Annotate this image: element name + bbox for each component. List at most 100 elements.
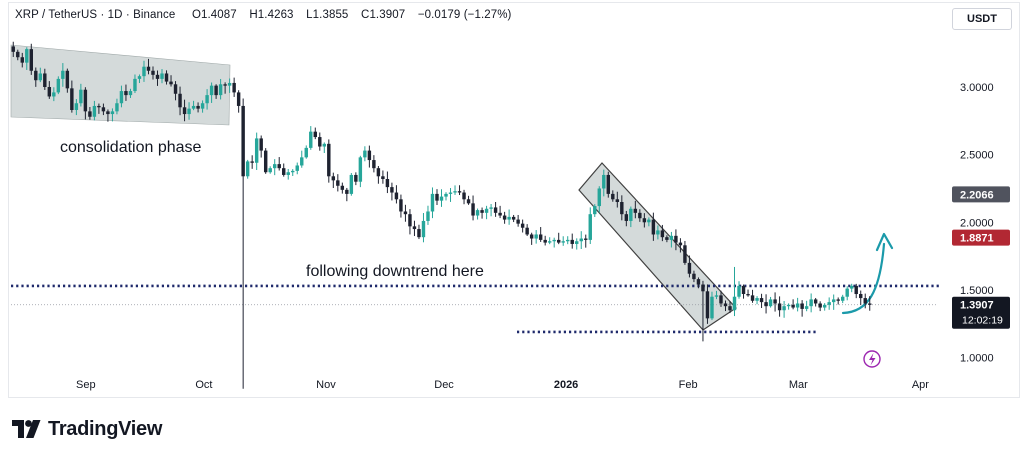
- candle-body[interactable]: [254, 138, 259, 163]
- candle-body[interactable]: [340, 185, 345, 190]
- candle-body[interactable]: [822, 304, 827, 308]
- candle-body[interactable]: [65, 70, 70, 89]
- up-arrow[interactable]: [841, 242, 886, 315]
- candle-body[interactable]: [363, 150, 367, 158]
- annotation-downtrend[interactable]: following downtrend here: [306, 263, 484, 280]
- tradingview-logo[interactable]: TradingView: [12, 416, 162, 442]
- candle-body[interactable]: [381, 176, 385, 180]
- currency-button[interactable]: USDT: [952, 8, 1012, 30]
- candle-body[interactable]: [818, 303, 822, 308]
- candle-body[interactable]: [845, 288, 849, 297]
- candle-body[interactable]: [372, 160, 376, 169]
- candle-body[interactable]: [421, 220, 426, 238]
- candle-body[interactable]: [809, 299, 813, 307]
- candle-body[interactable]: [647, 219, 651, 223]
- candle-body[interactable]: [529, 234, 534, 239]
- candle-body[interactable]: [498, 212, 502, 216]
- candle-body[interactable]: [850, 285, 854, 289]
- candle-body[interactable]: [525, 227, 529, 235]
- candle-body[interactable]: [155, 74, 160, 79]
- candle-body[interactable]: [232, 82, 236, 93]
- candle-body[interactable]: [651, 219, 656, 235]
- candle-body[interactable]: [327, 143, 331, 177]
- candle-body[interactable]: [448, 192, 453, 194]
- candle-body[interactable]: [462, 192, 466, 200]
- candle-body[interactable]: [214, 85, 218, 96]
- candle-body[interactable]: [615, 199, 620, 203]
- candle-body[interactable]: [349, 174, 354, 194]
- candle-body[interactable]: [836, 299, 840, 301]
- candle-body[interactable]: [245, 161, 250, 177]
- candle-body[interactable]: [502, 215, 507, 220]
- candle-body[interactable]: [300, 157, 304, 166]
- candle-body[interactable]: [674, 235, 678, 243]
- candle-body[interactable]: [309, 131, 313, 148]
- candle-body[interactable]: [173, 84, 178, 94]
- candle-body[interactable]: [750, 295, 755, 301]
- candle-body[interactable]: [119, 91, 124, 104]
- candle-body[interactable]: [430, 193, 435, 212]
- candle-body[interactable]: [466, 199, 471, 204]
- candle-body[interactable]: [101, 107, 106, 112]
- candle-body[interactable]: [272, 164, 277, 169]
- candle-body[interactable]: [151, 70, 155, 75]
- candle-body[interactable]: [480, 210, 484, 213]
- candle-body[interactable]: [259, 138, 263, 151]
- candle-body[interactable]: [804, 306, 809, 309]
- candle-body[interactable]: [782, 306, 786, 311]
- candle-body[interactable]: [710, 296, 714, 319]
- candle-body[interactable]: [426, 211, 430, 221]
- candle-body[interactable]: [561, 241, 565, 243]
- candle-body[interactable]: [277, 164, 281, 169]
- candle-body[interactable]: [444, 193, 448, 197]
- candle-body[interactable]: [38, 73, 43, 81]
- candle-body[interactable]: [142, 66, 146, 77]
- candle-body[interactable]: [719, 295, 723, 304]
- candle-body[interactable]: [11, 46, 15, 52]
- candle-body[interactable]: [764, 302, 768, 307]
- candle-body[interactable]: [417, 229, 421, 238]
- candle-body[interactable]: [737, 285, 741, 297]
- candle-body[interactable]: [620, 202, 624, 215]
- candle-body[interactable]: [588, 214, 592, 240]
- candle-body[interactable]: [683, 245, 687, 263]
- candle-body[interactable]: [403, 211, 408, 215]
- candle-body[interactable]: [412, 226, 417, 230]
- candle-body[interactable]: [439, 196, 444, 201]
- candle-body[interactable]: [164, 73, 169, 82]
- candle-body[interactable]: [660, 230, 665, 238]
- candle-body[interactable]: [489, 207, 493, 209]
- candle-body[interactable]: [768, 299, 773, 307]
- candle-body[interactable]: [79, 89, 83, 104]
- candle-body[interactable]: [345, 189, 349, 194]
- candle-body[interactable]: [187, 108, 191, 115]
- candle-body[interactable]: [97, 105, 101, 108]
- candle-body[interactable]: [336, 180, 340, 186]
- candle-body[interactable]: [863, 298, 867, 304]
- candle-body[interactable]: [25, 49, 29, 63]
- candle-body[interactable]: [110, 111, 115, 115]
- candle-body[interactable]: [475, 210, 480, 216]
- candle-body[interactable]: [813, 299, 818, 304]
- candle-body[interactable]: [633, 208, 638, 213]
- symbol-name[interactable]: XRP / TetherUS · 1D · Binance: [15, 9, 176, 21]
- candle-body[interactable]: [642, 218, 647, 223]
- candle-body[interactable]: [241, 105, 245, 177]
- candle-body[interactable]: [178, 93, 182, 108]
- candle-body[interactable]: [759, 298, 764, 303]
- candle-body[interactable]: [291, 170, 295, 173]
- candle-body[interactable]: [435, 193, 439, 201]
- candle-body[interactable]: [169, 81, 173, 85]
- candle-body[interactable]: [687, 262, 692, 274]
- candle-body[interactable]: [566, 239, 570, 242]
- candle-body[interactable]: [507, 216, 511, 220]
- candle-body[interactable]: [196, 105, 200, 109]
- candle-body[interactable]: [773, 299, 777, 304]
- candle-body[interactable]: [106, 111, 110, 115]
- candle-body[interactable]: [471, 203, 475, 216]
- candle-body[interactable]: [741, 285, 746, 295]
- candle-body[interactable]: [358, 157, 363, 182]
- candle-body[interactable]: [570, 239, 574, 244]
- candle-body[interactable]: [534, 234, 538, 239]
- candle-body[interactable]: [854, 285, 858, 295]
